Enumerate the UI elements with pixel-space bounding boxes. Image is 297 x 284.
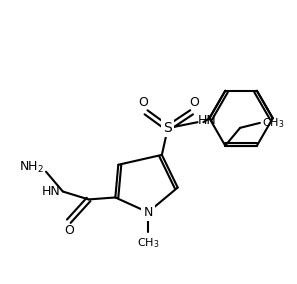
Text: HN: HN <box>42 185 61 198</box>
Text: N: N <box>143 206 153 219</box>
Text: O: O <box>189 96 200 109</box>
Text: O: O <box>64 224 74 237</box>
Text: S: S <box>163 121 172 135</box>
Text: NH$_2$: NH$_2$ <box>19 160 44 175</box>
Text: CH$_3$: CH$_3$ <box>137 236 159 250</box>
Text: HN: HN <box>198 114 216 127</box>
Text: O: O <box>138 96 148 109</box>
Text: CH$_3$: CH$_3$ <box>262 116 284 130</box>
